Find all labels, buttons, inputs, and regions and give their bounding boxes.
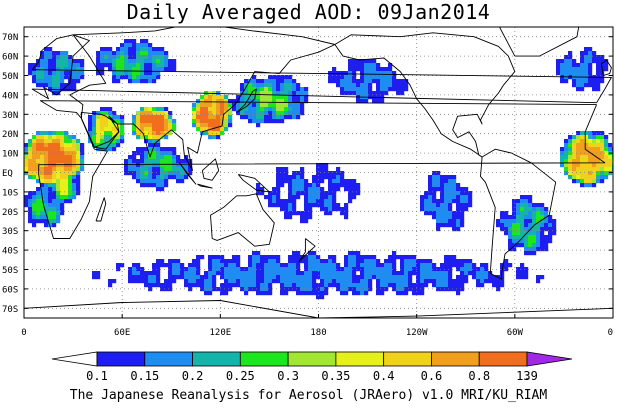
latitude-axis: 70N 60N 50N 40N 30N 20N 10N EQ 10S 20S 30S 40S 50S 60… — [2, 33, 613, 315]
colorbar-box — [192, 351, 241, 367]
colorbar-label: 0.4 — [373, 369, 395, 383]
colorbar-box — [96, 351, 146, 367]
lat-tick-label: 50S — [2, 266, 18, 276]
lat-tick-label: 40S — [2, 247, 18, 257]
lat-tick-label: 50N — [2, 72, 18, 82]
footer-credit: The Japanese Reanalysis for Aerosol (JRA… — [69, 388, 548, 403]
colorbar-box — [478, 351, 528, 367]
coastline-nz — [298, 238, 316, 263]
colorbar-box — [431, 351, 480, 367]
coastline-arabia — [80, 111, 120, 148]
coastline-south-america — [480, 148, 557, 280]
coastline-indonesia2 — [197, 183, 213, 189]
colorbar-box — [239, 351, 289, 367]
lon-tick-label: 60W — [507, 328, 524, 338]
colorbar-label: 0.6 — [421, 369, 443, 383]
aod-field — [24, 39, 613, 300]
colorbar-box — [383, 351, 432, 367]
colorbar-box — [144, 351, 193, 367]
colorbar-label: 0.15 — [130, 369, 159, 383]
colorbar-label: 0.8 — [468, 369, 490, 383]
coastline-uk — [601, 59, 612, 76]
lat-tick-label: 60S — [2, 285, 18, 295]
plot-area — [23, 26, 614, 319]
colorbar: 0.1 0.15 0.2 0.25 0.3 0.35 0.4 0.6 0.8 1.93 — [51, 351, 573, 383]
lat-tick-label: EQ — [2, 169, 13, 179]
colorbar-box — [287, 351, 337, 367]
lat-tick-label: 70N — [2, 33, 18, 43]
colorbar-label: 1.9 — [516, 369, 538, 383]
coastline-europe — [31, 34, 612, 104]
colorbar-under-triangle — [51, 351, 98, 367]
map-title: Daily Averaged AOD: 09Jan2014 — [126, 0, 491, 24]
lat-tick-label: 70S — [2, 305, 18, 315]
coastline-africa — [38, 100, 606, 239]
colorbar-label: 0.25 — [226, 369, 255, 383]
colorbar-label: 0.1 — [86, 369, 108, 383]
lat-tick-label: 20S — [2, 208, 18, 218]
lon-tick-label: 0 — [21, 328, 26, 338]
lat-tick-label: 30S — [2, 227, 18, 237]
lat-tick-label: 10S — [2, 188, 18, 198]
colorbar-label: 0.35 — [321, 369, 350, 383]
lat-tick-label: 30N — [2, 111, 18, 121]
lat-tick-label: 60N — [2, 53, 18, 63]
coastline-greenland — [498, 27, 580, 57]
coastline-madagascar — [95, 197, 107, 222]
colorbar-box — [335, 351, 385, 367]
lon-tick-label: 120E — [209, 328, 231, 338]
coastline-borneo — [201, 158, 220, 181]
coastline-newguinea — [237, 173, 270, 193]
lat-tick-label: 40N — [2, 91, 18, 101]
coastline-australia — [210, 193, 275, 247]
lon-tick-label: 60E — [114, 328, 130, 338]
coastline-japan — [236, 88, 257, 113]
coastline-indonesia1 — [179, 162, 197, 185]
colorbar-label: 3 — [523, 369, 530, 383]
coastline-antarctica-edge — [24, 300, 613, 318]
longitude-axis: 0 60E 120E 180 120W 60W 0 — [21, 314, 614, 338]
grid-lines — [24, 27, 613, 318]
coastline-north-america — [334, 32, 516, 158]
colorbar-over-triangle — [526, 351, 573, 367]
coastlines — [24, 27, 613, 318]
lon-tick-label: 0 — [608, 328, 613, 338]
lat-tick-label: 20N — [2, 130, 18, 140]
colorbar-label: 0.2 — [182, 369, 204, 383]
lat-tick-label: 10N — [2, 150, 18, 160]
lon-tick-label: 180 — [310, 328, 326, 338]
lon-tick-label: 120W — [406, 328, 428, 338]
colorbar-label: 0.3 — [277, 369, 299, 383]
